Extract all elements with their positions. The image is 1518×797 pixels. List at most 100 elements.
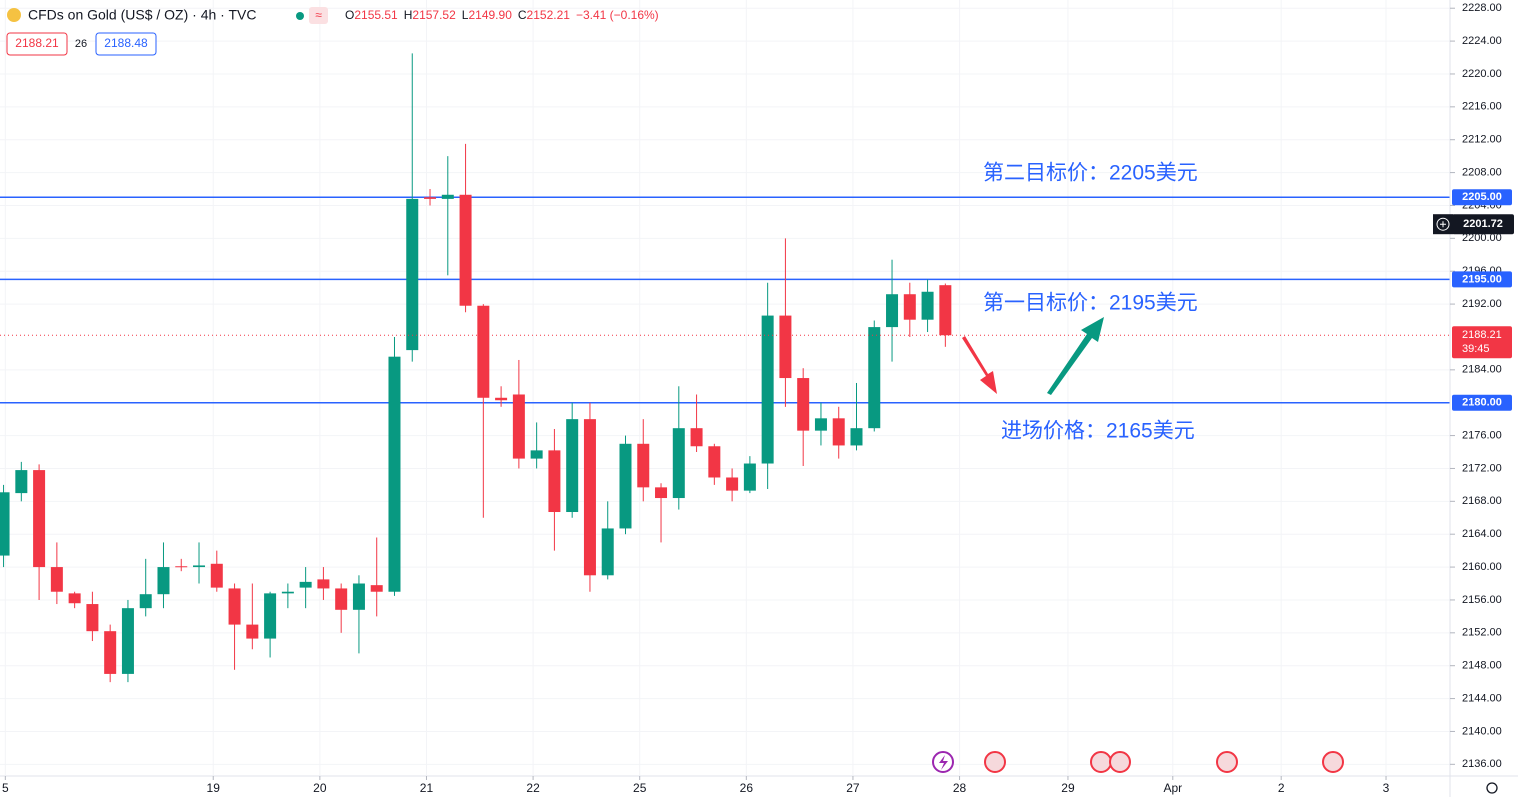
ohlc-key: C xyxy=(518,8,527,22)
candle-body xyxy=(708,446,721,478)
event-icon[interactable] xyxy=(984,751,1006,773)
ohlc-key: H xyxy=(404,8,413,22)
candle-body xyxy=(832,418,845,446)
y-tick-label: 2192.00 xyxy=(1462,298,1502,310)
candle-body xyxy=(814,418,827,431)
up-arrow xyxy=(1047,317,1104,395)
x-tick-label: 2 xyxy=(1278,781,1285,795)
settings-icon[interactable] xyxy=(1486,782,1498,794)
event-icon[interactable] xyxy=(1109,751,1131,773)
candle-body xyxy=(406,198,419,351)
candle-body xyxy=(530,450,543,459)
candle-body xyxy=(939,285,952,336)
crosshair-box xyxy=(1452,214,1514,235)
candle-body xyxy=(228,588,241,625)
status-dot xyxy=(296,12,304,20)
y-tick-label: 2208.00 xyxy=(1462,166,1502,178)
candle-body xyxy=(157,567,170,595)
event-icon[interactable] xyxy=(1090,751,1112,773)
candle-body xyxy=(388,356,401,592)
ohlc-change: −3.41 (−0.16%) xyxy=(576,8,659,22)
candle-body xyxy=(850,428,863,446)
level-label-box xyxy=(1452,394,1512,411)
ohlc-key: L xyxy=(462,8,469,22)
candle-body xyxy=(601,528,614,576)
bid-box[interactable] xyxy=(6,32,68,56)
status-badge-icon: ≈ xyxy=(315,8,322,22)
level-label-box xyxy=(1452,271,1512,288)
candle-body xyxy=(15,470,28,494)
event-icon[interactable] xyxy=(1322,751,1344,773)
candle-body xyxy=(281,591,294,594)
candle-body xyxy=(68,593,81,604)
candle-body xyxy=(0,492,10,556)
candle-body xyxy=(299,581,312,588)
arrows xyxy=(962,317,1104,395)
ask: 2188.48 xyxy=(104,36,148,50)
y-tick-label: 2176.00 xyxy=(1462,429,1502,441)
candle-body xyxy=(583,419,596,576)
symbol-icon xyxy=(7,8,21,22)
y-tick-label: 2224.00 xyxy=(1462,35,1502,47)
x-tick-label: 20 xyxy=(313,781,327,795)
x-tick-label: Apr xyxy=(1163,781,1182,795)
y-tick-label: 2160.00 xyxy=(1462,561,1502,573)
x-tick-label: 25 xyxy=(633,781,647,795)
y-tick-label: 2144.00 xyxy=(1462,692,1502,704)
candle-body xyxy=(246,624,259,639)
y-tick-label: 2228.00 xyxy=(1462,2,1502,14)
last-price-label: 2188.21 xyxy=(1462,329,1502,341)
y-tick-label: 2168.00 xyxy=(1462,495,1502,507)
candle-body xyxy=(512,394,525,459)
annotation: 进场价格：2165美元 xyxy=(1001,420,1195,443)
candle-body xyxy=(921,291,934,320)
y-tick-label: 2220.00 xyxy=(1462,68,1502,80)
down-arrow xyxy=(962,336,997,394)
symbol-title: CFDs on Gold (US$ / OZ) · 4h · TVC xyxy=(28,7,256,23)
level-label: 2205.00 xyxy=(1462,191,1502,203)
candle-body xyxy=(50,567,63,592)
crosshair-plus-sign xyxy=(1440,221,1446,228)
bid: 2188.21 xyxy=(15,36,59,50)
candle-body xyxy=(121,608,134,674)
event-icon-bolt xyxy=(939,755,948,770)
candle-body xyxy=(264,593,277,639)
ask-box[interactable] xyxy=(95,32,157,56)
y-tick-label: 2212.00 xyxy=(1462,134,1502,146)
x-tick-label: 28 xyxy=(953,781,967,795)
y-tick-label: 2152.00 xyxy=(1462,627,1502,639)
x-tick-label: 21 xyxy=(420,781,434,795)
candle-body xyxy=(903,294,916,320)
candle-body xyxy=(370,585,383,592)
candle-body xyxy=(655,487,668,499)
event-icon[interactable] xyxy=(1216,751,1238,773)
candle-body xyxy=(886,294,899,328)
candle-body xyxy=(495,397,508,401)
countdown-label: 39:45 xyxy=(1462,343,1490,355)
ohlc-readout: O2155.51 H2157.52 L2149.90 C2152.21 −3.41 (−… xyxy=(345,8,659,22)
annotation: 第二目标价：2205美元 xyxy=(983,162,1198,185)
candle-body xyxy=(210,563,223,588)
ohlc-value: 2155.51 xyxy=(354,8,398,22)
annotation: 第一目标价：2195美元 xyxy=(983,292,1198,315)
x-tick-label: 19 xyxy=(207,781,221,795)
y-tick-label: 2140.00 xyxy=(1462,725,1502,737)
candle-body xyxy=(139,594,152,609)
candle-body xyxy=(335,588,348,610)
crosshair-plus xyxy=(1436,217,1450,231)
candle-body xyxy=(86,604,99,632)
last-price-box xyxy=(1452,326,1512,359)
candle-body xyxy=(868,327,881,429)
y-tick-label: 2156.00 xyxy=(1462,594,1502,606)
candle-body xyxy=(566,419,579,513)
ohlc-key: O xyxy=(345,8,354,22)
ohlc-value: 2149.90 xyxy=(468,8,512,22)
status-badge xyxy=(309,7,328,24)
candle-body xyxy=(33,470,46,568)
y-tick-label: 2216.00 xyxy=(1462,101,1502,113)
candle-body xyxy=(441,194,454,199)
candle-body xyxy=(477,305,490,398)
candle-body xyxy=(761,315,774,464)
y-tick-label: 2136.00 xyxy=(1462,758,1502,770)
